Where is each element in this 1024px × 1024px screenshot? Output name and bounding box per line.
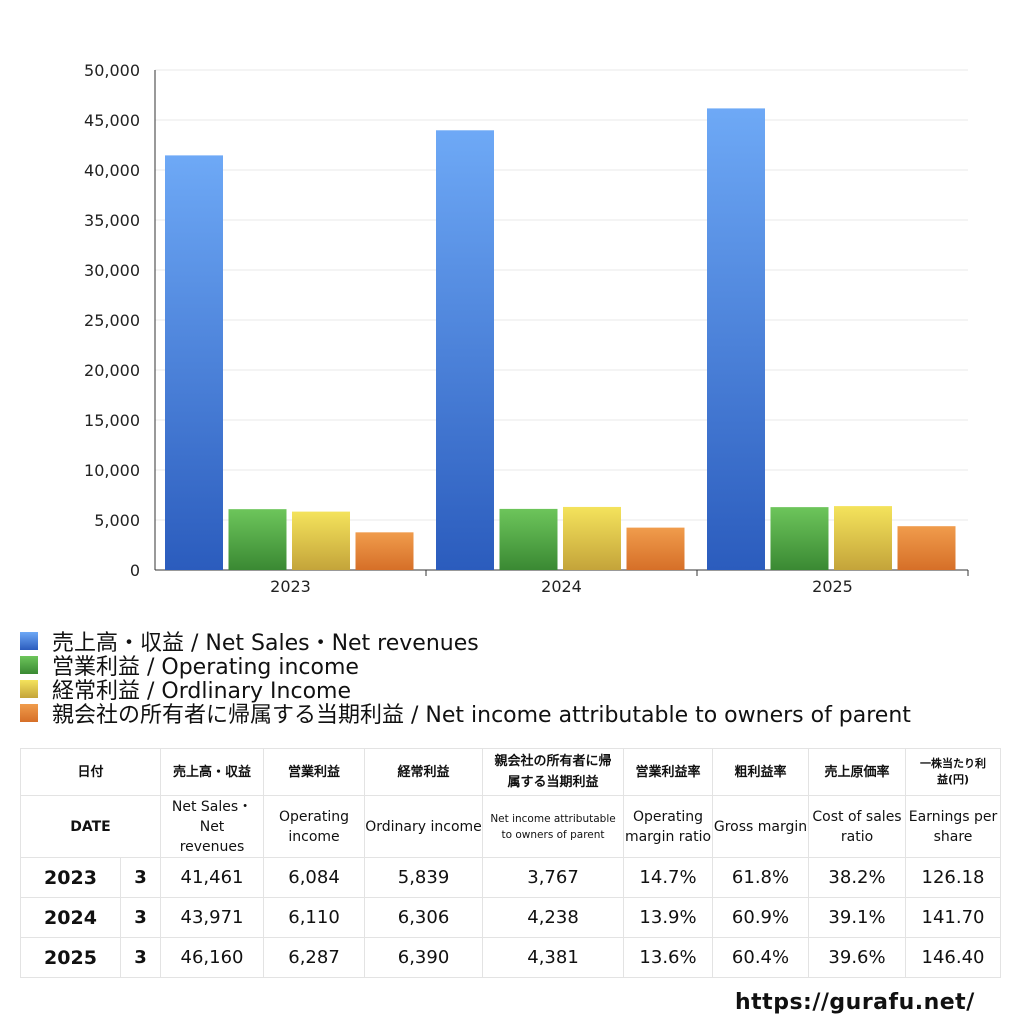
value-cell: 13.6%: [623, 937, 714, 978]
header-en: Gross margin: [712, 795, 810, 858]
y-tick-label: 45,000: [84, 111, 140, 130]
bar-2023-series-2: [292, 511, 350, 570]
header-en: Net income attributable to owners of par…: [482, 795, 625, 858]
month-cell: 3: [119, 857, 162, 898]
data-table: 日付 売上高・収益 営業利益 経常利益 親会社の所有者に帰属する当期利益 営業利益率 粗利益…: [19, 748, 1002, 978]
bar-2024-series-3: [626, 527, 685, 570]
legend-swatch: [20, 632, 38, 650]
header-en: Operating income: [263, 795, 366, 858]
value-cell: 14.7%: [623, 857, 714, 898]
year-cell: 2025: [20, 937, 121, 978]
bar-2024-series-1: [499, 508, 558, 570]
legend-swatch: [20, 680, 38, 698]
y-tick-label: 25,000: [84, 311, 140, 330]
value-cell: 60.9%: [712, 897, 810, 938]
y-tick-label: 30,000: [84, 261, 140, 280]
header-en: Operating margin ratio: [623, 795, 714, 858]
bar-2023-series-0: [165, 155, 223, 570]
value-cell: 13.9%: [623, 897, 714, 938]
footer-url[interactable]: https://gurafu.net/: [735, 990, 975, 1015]
value-cell: 38.2%: [808, 857, 907, 898]
value-cell: 141.70: [905, 897, 1002, 938]
legend-label: 営業利益 / Operating income: [52, 655, 359, 680]
value-cell: 6,110: [263, 897, 366, 938]
legend-item: 経常利益 / Ordlinary Income: [20, 677, 911, 704]
value-cell: 6,306: [364, 897, 484, 938]
header-jp: 経常利益: [364, 748, 484, 796]
table-row: 2025 3 46,160 6,287 6,390 4,381 13.6% 60.4% 39.6…: [20, 937, 1002, 978]
month-cell: 3: [119, 897, 162, 938]
legend-swatch: [20, 704, 38, 722]
bar-2025-series-1: [770, 507, 829, 570]
value-cell: 146.40: [905, 937, 1002, 978]
header-jp: 営業利益率: [623, 748, 714, 796]
table-row: 2024 3 43,971 6,110 6,306 4,238 13.9% 60.9% 39.1…: [20, 897, 1002, 938]
y-tick-label: 35,000: [84, 211, 140, 230]
table-row: 2023 3 41,461 6,084 5,839 3,767 14.7% 61.8% 38.2…: [20, 857, 1002, 898]
x-tick-label: 2025: [812, 577, 853, 596]
value-cell: 126.18: [905, 857, 1002, 898]
header-jp: 売上高・収益: [160, 748, 265, 796]
bar-2023-series-1: [228, 509, 287, 570]
legend-item: 親会社の所有者に帰属する当期利益 / Net income attributab…: [20, 701, 911, 728]
bar-2025-series-3: [897, 526, 956, 570]
header-jp: 売上原価率: [808, 748, 907, 796]
value-cell: 60.4%: [712, 937, 810, 978]
legend-label: 親会社の所有者に帰属する当期利益 / Net income attributab…: [52, 703, 911, 728]
x-tick-label: 2024: [541, 577, 582, 596]
year-cell: 2023: [20, 857, 121, 898]
value-cell: 3,767: [482, 857, 625, 898]
header-jp: 日付: [19, 748, 162, 796]
header-en: DATE: [19, 795, 162, 858]
header-jp: 営業利益: [263, 748, 366, 796]
header-jp: 親会社の所有者に帰属する当期利益: [482, 748, 625, 796]
legend: 売上高・収益 / Net Sales・Net revenues 営業利益 / Op…: [20, 629, 911, 728]
legend-item: 売上高・収益 / Net Sales・Net revenues: [20, 629, 911, 656]
y-tick-label: 0: [130, 561, 140, 580]
bar-2025-series-0: [707, 108, 765, 571]
legend-label: 経常利益 / Ordlinary Income: [52, 679, 351, 704]
value-cell: 6,084: [263, 857, 366, 898]
legend-swatch: [20, 656, 38, 674]
value-cell: 39.6%: [808, 937, 907, 978]
legend-label: 売上高・収益 / Net Sales・Net revenues: [52, 631, 479, 656]
header-jp: 一株当たり利益(円): [905, 748, 1002, 796]
value-cell: 41,461: [160, 857, 265, 898]
bar-chart: 0 5,000 10,000 15,000 20,000 25,000 30,000 35,0…: [84, 61, 969, 596]
bar-2024-series-0: [436, 130, 494, 571]
value-cell: 4,381: [482, 937, 625, 978]
y-tick-label: 5,000: [94, 511, 140, 530]
y-tick-label: 40,000: [84, 161, 140, 180]
header-en: Ordinary income: [364, 795, 484, 858]
bar-2023-series-3: [355, 532, 414, 570]
y-tick-label: 15,000: [84, 411, 140, 430]
legend-item: 営業利益 / Operating income: [20, 653, 911, 680]
value-cell: 6,390: [364, 937, 484, 978]
y-tick-label: 10,000: [84, 461, 140, 480]
header-en: Earnings per share: [905, 795, 1002, 858]
bar-2024-series-2: [563, 506, 621, 570]
value-cell: 46,160: [160, 937, 265, 978]
header-en: Net Sales・Net revenues: [160, 795, 265, 858]
header-en: Cost of sales ratio: [808, 795, 907, 858]
y-tick-label: 50,000: [84, 61, 140, 80]
value-cell: 43,971: [160, 897, 265, 938]
year-cell: 2024: [20, 897, 121, 938]
y-tick-label: 20,000: [84, 361, 140, 380]
value-cell: 4,238: [482, 897, 625, 938]
value-cell: 61.8%: [712, 857, 810, 898]
header-jp: 粗利益率: [712, 748, 810, 796]
bar-2025-series-2: [834, 506, 892, 570]
x-tick-label: 2023: [270, 577, 311, 596]
month-cell: 3: [119, 937, 162, 978]
value-cell: 6,287: [263, 937, 366, 978]
value-cell: 5,839: [364, 857, 484, 898]
value-cell: 39.1%: [808, 897, 907, 938]
